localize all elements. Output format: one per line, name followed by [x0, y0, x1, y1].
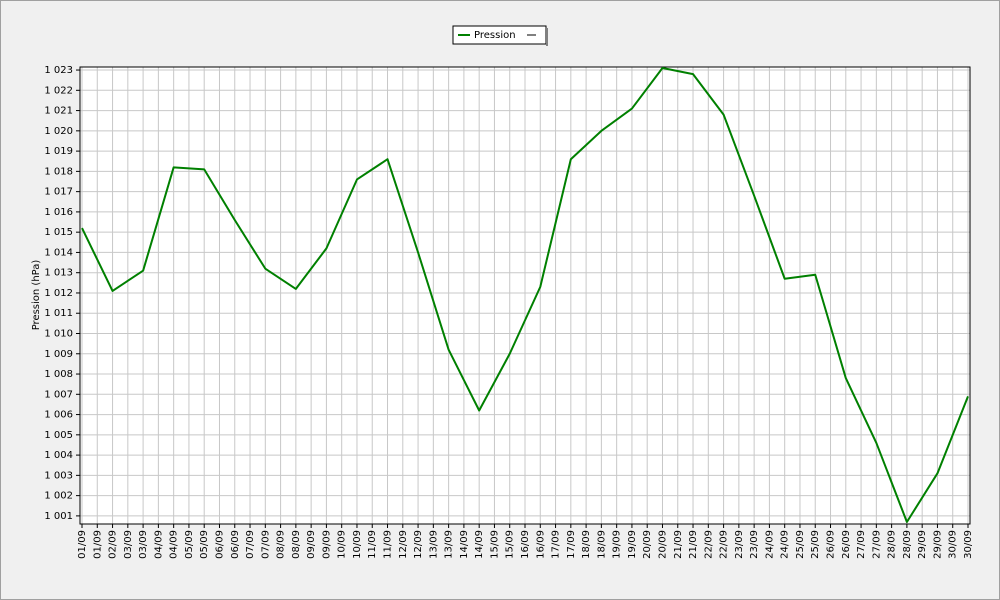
x-tick-label: 05/09: [184, 530, 195, 559]
y-tick-label: 1 003: [44, 470, 73, 481]
x-tick-label: 17/09: [566, 530, 577, 559]
x-tick-label: 07/09: [260, 530, 271, 559]
x-tick-label: 03/09: [138, 530, 149, 559]
y-tick-label: 1 012: [44, 288, 73, 299]
x-tick-label: 01/09: [92, 530, 103, 559]
x-tick-label: 11/09: [367, 530, 378, 559]
y-tick-label: 1 001: [44, 511, 73, 522]
y-tick-label: 1 008: [44, 369, 73, 380]
x-tick-label: 28/09: [887, 530, 898, 559]
legend-shadow: [546, 28, 548, 46]
y-tick-label: 1 005: [44, 430, 73, 441]
x-tick-label: 19/09: [627, 530, 638, 559]
x-tick-label: 20/09: [657, 530, 668, 559]
y-tick-label: 1 009: [44, 349, 73, 360]
y-axis-label: Pression (hPa): [31, 260, 42, 331]
y-tick-label: 1 020: [44, 126, 73, 137]
y-tick-label: 1 004: [44, 450, 73, 461]
y-tick-label: 1 019: [44, 146, 73, 157]
x-tick-label: 07/09: [245, 530, 256, 559]
x-tick-label: 29/09: [917, 530, 928, 559]
x-tick-label: 24/09: [764, 530, 775, 559]
x-tick-label: 21/09: [688, 530, 699, 559]
x-tick-label: 12/09: [398, 530, 409, 559]
y-tick-label: 1 011: [44, 308, 73, 319]
x-tick-label: 30/09: [963, 530, 974, 559]
x-tick-label: 02/09: [108, 530, 119, 559]
x-tick-label: 17/09: [551, 530, 562, 559]
x-tick-label: 04/09: [153, 530, 164, 559]
x-tick-label: 25/09: [795, 530, 806, 559]
x-tick-label: 26/09: [841, 530, 852, 559]
data-line: [81, 67, 969, 523]
y-tick-label: 1 022: [44, 85, 73, 96]
x-tick-label: 13/09: [428, 530, 439, 559]
y-tick-label: 1 002: [44, 491, 73, 502]
x-tick-label: 03/09: [123, 530, 134, 559]
y-tick-label: 1 007: [44, 389, 73, 400]
x-tick-label: 18/09: [581, 530, 592, 559]
x-tick-label: 19/09: [612, 530, 623, 559]
x-tick-label: 05/09: [199, 530, 210, 559]
y-tick-label: 1 013: [44, 268, 73, 279]
x-tick-label: 25/09: [810, 530, 821, 559]
x-tick-label: 01/09: [77, 530, 88, 559]
x-tick-label: 27/09: [856, 530, 867, 559]
y-tick-label: 1 014: [44, 247, 73, 258]
x-tick-label: 22/09: [703, 530, 714, 559]
x-tick-label: 15/09: [489, 530, 500, 559]
x-tick-label: 22/09: [719, 530, 730, 559]
y-tick-label: 1 021: [44, 106, 73, 117]
x-tick-label: 11/09: [383, 530, 394, 559]
x-tick-label: 21/09: [673, 530, 684, 559]
x-tick-label: 23/09: [749, 530, 760, 559]
grid: [80, 67, 970, 524]
x-tick-label: 15/09: [505, 530, 516, 559]
x-tick-label: 24/09: [780, 530, 791, 559]
x-tick-label: 08/09: [276, 530, 287, 559]
x-tick-label: 10/09: [337, 530, 348, 559]
x-tick-label: 12/09: [413, 530, 424, 559]
x-tick-label: 18/09: [596, 530, 607, 559]
x-tick-label: 16/09: [520, 530, 531, 559]
legend-label: Pression: [474, 30, 516, 41]
x-tick-label: 08/09: [291, 530, 302, 559]
x-tick-label: 20/09: [642, 530, 653, 559]
y-tick-label: 1 017: [44, 187, 73, 198]
x-tick-label: 14/09: [459, 530, 470, 559]
x-tick-label: 27/09: [871, 530, 882, 559]
y-tick-label: 1 015: [44, 227, 73, 238]
x-tick-label: 09/09: [321, 530, 332, 559]
x-tick-label: 06/09: [230, 530, 241, 559]
legend: Pression: [452, 25, 548, 46]
y-tick-label: 1 010: [44, 328, 73, 339]
x-tick-label: 04/09: [169, 530, 180, 559]
y-tick-label: 1 018: [44, 166, 73, 177]
x-tick-label: 29/09: [932, 530, 943, 559]
x-tick-label: 14/09: [474, 530, 485, 559]
y-tick-label: 1 016: [44, 207, 73, 218]
x-tick-label: 30/09: [948, 530, 959, 559]
x-tick-label: 23/09: [734, 530, 745, 559]
x-tick-label: 13/09: [444, 530, 455, 559]
x-tick-label: 16/09: [535, 530, 546, 559]
x-tick-label: 06/09: [214, 530, 225, 559]
x-tick-label: 28/09: [902, 530, 913, 559]
y-tick-label: 1 023: [44, 65, 73, 76]
y-tick-label: 1 006: [44, 410, 73, 421]
x-tick-label: 10/09: [352, 530, 363, 559]
x-tick-label: 26/09: [826, 530, 837, 559]
x-tick-label: 09/09: [306, 530, 317, 559]
